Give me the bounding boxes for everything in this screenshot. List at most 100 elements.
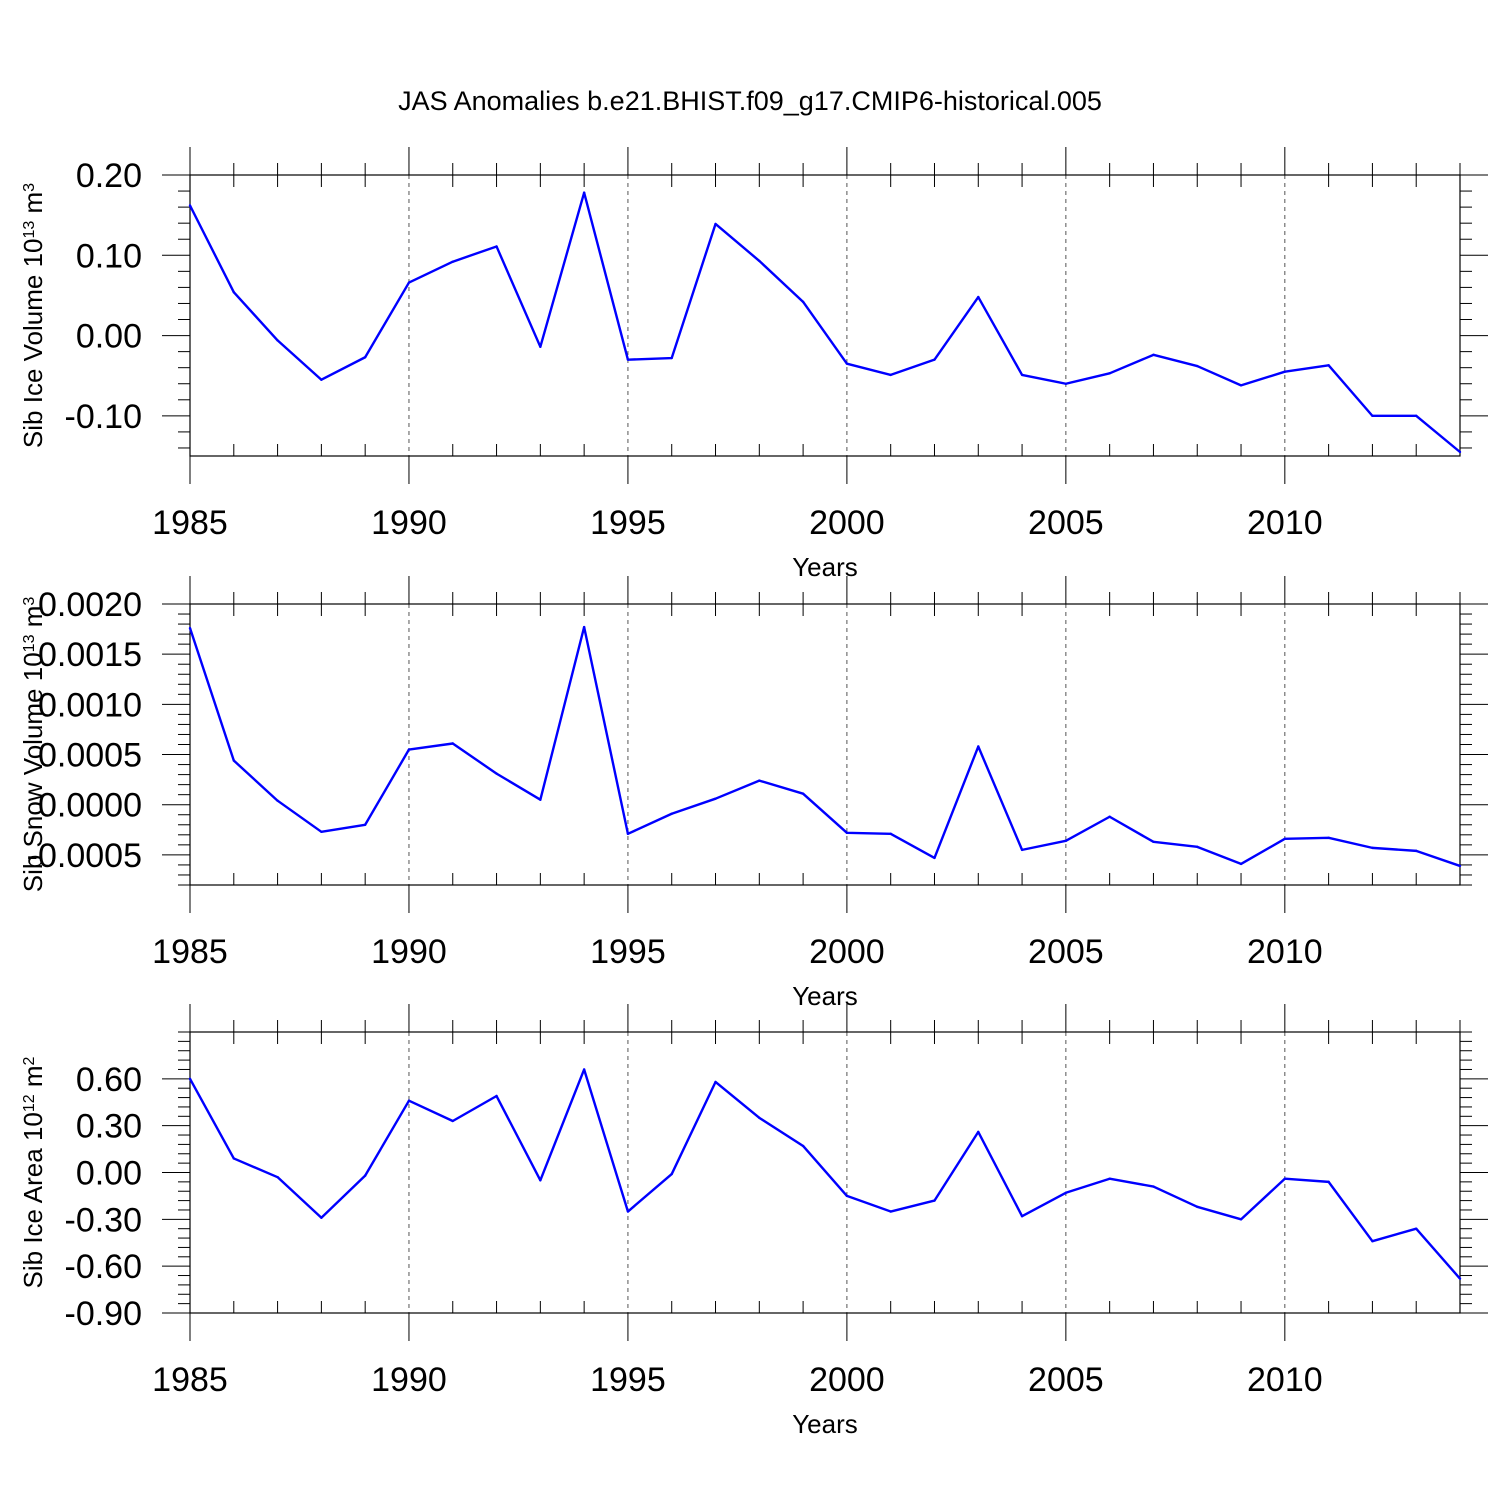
y-tick-label: 0.0020 <box>38 586 142 624</box>
plot-frame <box>189 174 1461 457</box>
data-point <box>320 378 323 381</box>
data-point <box>1152 840 1155 844</box>
data-point <box>407 1099 411 1102</box>
data-point <box>758 779 761 782</box>
data-point <box>1108 372 1111 375</box>
data-point <box>626 832 630 836</box>
y-tick-label: 0.0000 <box>38 787 142 825</box>
y-axis-label: Sib Snow Volume 1013 m3 <box>18 597 48 893</box>
y-tick-label: 0.10 <box>76 237 142 275</box>
data-point <box>232 291 235 294</box>
x-tick-label: 1985 <box>152 1361 228 1399</box>
x-tick-label: 2010 <box>1247 504 1323 542</box>
data-point <box>977 745 980 748</box>
data-point <box>1283 837 1287 841</box>
data-point <box>1239 384 1243 387</box>
data-point <box>232 759 235 762</box>
x-tick-label: 1990 <box>371 933 447 971</box>
data-point <box>495 245 498 248</box>
data-point <box>1283 370 1287 373</box>
x-tick-label: 2000 <box>809 933 885 971</box>
data-point <box>539 345 542 349</box>
data-point <box>1152 1185 1155 1188</box>
data-point <box>801 1144 805 1148</box>
data-point <box>582 1068 586 1071</box>
data-point <box>276 339 279 342</box>
data-point <box>1020 373 1024 377</box>
data-point <box>320 1216 323 1219</box>
x-tick-label: 1985 <box>152 504 228 542</box>
data-point <box>232 1157 235 1160</box>
series-line <box>188 625 1461 868</box>
series-line <box>188 191 1461 453</box>
data-point <box>451 1119 454 1123</box>
x-tick-label: 2000 <box>809 1361 885 1399</box>
data-point <box>1064 382 1068 385</box>
data-point <box>1327 1180 1330 1184</box>
data-point <box>1239 862 1243 866</box>
data-point <box>977 295 980 299</box>
y-axis-label: Sib Ice Area 1012 m2 <box>18 1056 48 1288</box>
y-tick-label: -0.0005 <box>27 837 142 875</box>
data-point <box>539 1179 542 1182</box>
x-axis-label: Years <box>792 552 858 582</box>
data-point <box>1371 414 1374 418</box>
data-point <box>1283 1177 1287 1180</box>
data-point <box>1108 1177 1111 1180</box>
y-tick-label: 0.00 <box>76 318 142 356</box>
data-point <box>1020 1215 1024 1218</box>
data-point <box>933 856 936 860</box>
data-point <box>582 625 586 629</box>
data-point <box>845 831 849 835</box>
y-tick-label: 0.30 <box>76 1108 142 1146</box>
x-tick-label: 1990 <box>371 504 447 542</box>
data-point <box>363 1174 367 1177</box>
data-point <box>845 1194 849 1198</box>
data-point <box>363 823 367 826</box>
data-point <box>188 204 192 207</box>
data-point <box>1371 846 1374 850</box>
x-tick-label: 1990 <box>371 1361 447 1399</box>
data-point <box>451 260 454 263</box>
x-tick-label: 2000 <box>809 504 885 542</box>
data-point <box>1458 1277 1462 1280</box>
panel-snow-volume: 0.0020 0.0015 0.0010 0.0005 0.0000 -0.0005 198… <box>18 576 1488 1011</box>
data-point <box>407 748 411 751</box>
x-tick-label: 1995 <box>590 504 666 542</box>
data-point <box>801 300 805 304</box>
data-point <box>1108 815 1111 818</box>
data-point <box>1020 848 1024 852</box>
data-point <box>1064 1191 1068 1194</box>
data-point <box>758 259 761 263</box>
data-point <box>1152 353 1155 357</box>
data-point <box>1196 1205 1199 1209</box>
panel-ice-volume: 0.20 0.10 0.00 -0.10 1985 1990 1995 2000 2005 201… <box>18 147 1488 582</box>
data-point <box>1458 450 1462 454</box>
y-tick-label: 0.0005 <box>38 737 142 775</box>
data-point <box>1458 864 1462 868</box>
y-axis-label: Sib Ice Volume 1013 m3 <box>18 183 48 448</box>
data-point <box>626 1210 630 1213</box>
y-tick-label: 0.20 <box>76 157 142 195</box>
data-point <box>276 1175 279 1179</box>
x-tick-label: 2005 <box>1028 933 1104 971</box>
data-point <box>933 1199 936 1202</box>
y-tick-label: -0.90 <box>65 1295 143 1333</box>
data-point <box>670 1172 673 1176</box>
data-point <box>1327 364 1330 367</box>
x-tick-label: 1995 <box>590 1361 666 1399</box>
data-point <box>363 356 367 359</box>
y-tick-label: 0.0010 <box>38 686 142 724</box>
data-point <box>407 281 411 284</box>
data-point <box>1371 1239 1374 1243</box>
x-tick-label: 2010 <box>1247 933 1323 971</box>
y-tick-label: 0.0015 <box>38 636 142 674</box>
data-point <box>933 358 936 361</box>
data-point <box>188 626 192 630</box>
data-point <box>1415 414 1418 418</box>
y-tick-label: 0.00 <box>76 1155 142 1193</box>
data-point <box>845 362 849 365</box>
data-point <box>1415 1227 1418 1230</box>
plot-frame <box>189 603 1461 886</box>
